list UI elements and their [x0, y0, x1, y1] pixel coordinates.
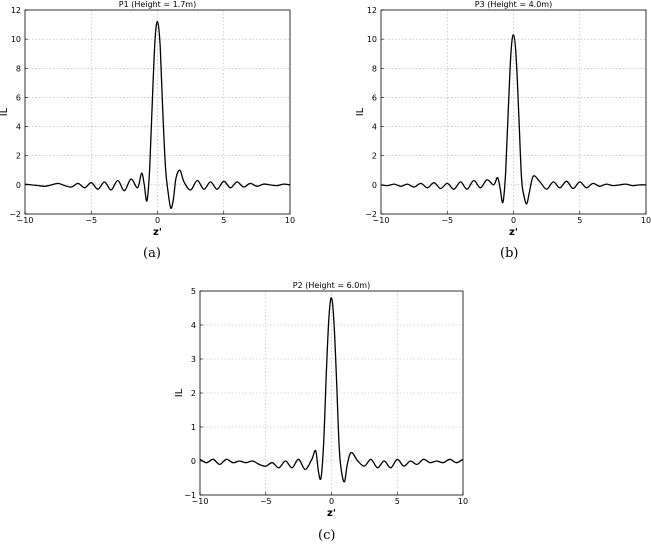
y-tick-label: 6	[16, 93, 21, 102]
chart-title: P3 (Height = 4.0m)	[475, 0, 552, 9]
y-axis-label: IL	[0, 107, 10, 116]
y-tick-label: 12	[11, 6, 21, 15]
y-tick-label: 10	[11, 35, 21, 44]
y-tick-label: −2	[365, 210, 377, 219]
y-tick-label: 0	[191, 457, 196, 466]
y-tick-label: 4	[191, 321, 196, 330]
y-tick-label: 10	[367, 35, 377, 44]
caption-a: (a)	[143, 246, 161, 261]
y-tick-label: 8	[372, 64, 377, 73]
y-tick-label: 3	[191, 355, 196, 364]
x-tick-label: 0	[511, 216, 516, 225]
y-tick-label: 2	[191, 389, 196, 398]
y-tick-label: 1	[191, 423, 196, 432]
caption-c: (c)	[318, 528, 336, 543]
y-tick-label: 12	[367, 6, 377, 15]
x-tick-label: −5	[260, 497, 272, 506]
x-tick-label: 5	[221, 216, 226, 225]
series-line	[199, 297, 464, 483]
y-tick-label: 5	[191, 287, 196, 296]
x-tick-label: −5	[441, 216, 453, 225]
chart-title: P2 (Height = 6.0m)	[293, 281, 370, 290]
x-tick-label: 0	[155, 216, 160, 225]
x-tick-label: −5	[85, 216, 97, 225]
y-tick-label: 6	[372, 93, 377, 102]
x-tick-label: −10	[192, 497, 209, 506]
y-tick-label: −1	[184, 491, 196, 500]
x-tick-label: −10	[373, 216, 390, 225]
y-tick-label: 0	[16, 181, 21, 190]
y-tick-label: 2	[16, 152, 21, 161]
x-axis-label: z'	[153, 227, 162, 238]
y-axis-label: IL	[174, 388, 185, 397]
x-tick-label: −10	[17, 216, 34, 225]
y-tick-label: 0	[372, 181, 377, 190]
y-tick-label: −2	[9, 210, 21, 219]
chart-panel-1: −10 −5 0 5 10 −2 0 2 4 6 8 10 12 P1 (Height = 1.7m) z'…	[0, 0, 295, 238]
y-tick-label: 4	[16, 123, 21, 132]
y-axis-label: IL	[355, 107, 366, 116]
y-tick-label: 8	[16, 64, 21, 73]
x-tick-label: 10	[285, 216, 295, 225]
y-tick-label: 2	[372, 152, 377, 161]
x-tick-label: 0	[329, 497, 334, 506]
x-axis-label: z'	[509, 227, 518, 238]
series-line	[24, 21, 291, 210]
x-tick-label: 10	[458, 497, 468, 506]
caption-b: (b)	[500, 246, 519, 261]
y-tick-label: 4	[372, 123, 377, 132]
chart-title: P1 (Height = 1.7m)	[119, 0, 196, 9]
chart-panel-2: −10 −5 0 5 10 −2 0 2 4 6 8 10 12 P3 (Height = 4.0m) z'…	[355, 0, 651, 238]
x-axis-label: z'	[327, 508, 336, 519]
series-line	[380, 34, 647, 205]
x-tick-label: 5	[395, 497, 400, 506]
x-tick-label: 10	[641, 216, 651, 225]
x-tick-label: 5	[577, 216, 582, 225]
